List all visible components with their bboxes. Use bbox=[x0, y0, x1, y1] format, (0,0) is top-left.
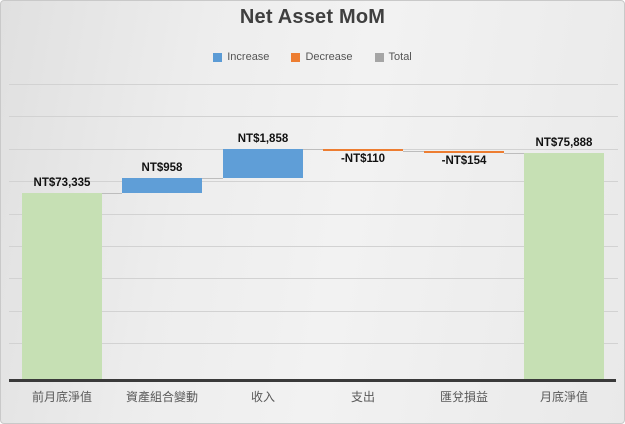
waterfall-connector-line bbox=[403, 150, 424, 152]
category-label: 資產組合變動 bbox=[125, 390, 199, 404]
x-axis-line bbox=[9, 379, 616, 382]
total-swatch-icon bbox=[374, 52, 384, 62]
category-label: 匯兌損益 bbox=[439, 390, 489, 404]
gridline bbox=[9, 116, 618, 118]
bar-value-label: -NT$110 bbox=[340, 153, 386, 166]
waterfall-connector-line bbox=[303, 149, 323, 151]
bar-total[interactable] bbox=[22, 193, 102, 381]
waterfall-connector-line bbox=[202, 178, 223, 180]
legend-item-total[interactable]: Total bbox=[374, 51, 412, 63]
bar-total[interactable] bbox=[524, 153, 604, 381]
gridline bbox=[9, 213, 618, 215]
gridline bbox=[9, 278, 618, 280]
legend-item-increase[interactable]: Increase bbox=[213, 51, 269, 63]
chart-title: Net Asset MoM bbox=[239, 6, 386, 28]
gridline bbox=[9, 246, 618, 247]
legend-label-increase: Increase bbox=[227, 51, 270, 63]
gridline bbox=[9, 181, 618, 183]
bar-decrease[interactable] bbox=[424, 150, 504, 154]
bar-value-label: NT$958 bbox=[141, 162, 183, 175]
waterfall-connector-line bbox=[102, 193, 122, 195]
decrease-swatch-icon bbox=[291, 52, 301, 62]
bar-value-label: NT$73,335 bbox=[33, 177, 91, 190]
category-label: 月底淨值 bbox=[539, 390, 589, 404]
gridline bbox=[9, 343, 618, 345]
bar-value-label: NT$1,858 bbox=[237, 133, 289, 146]
bar-increase[interactable] bbox=[223, 149, 303, 179]
bar-decrease[interactable] bbox=[323, 149, 403, 152]
category-label: 收入 bbox=[250, 390, 276, 404]
legend-item-decrease[interactable]: Decrease bbox=[291, 51, 353, 63]
gridline bbox=[9, 310, 618, 312]
increase-swatch-icon bbox=[213, 52, 223, 62]
bar-increase[interactable] bbox=[122, 178, 202, 194]
legend-label-total: Total bbox=[388, 51, 412, 63]
bar-value-label: NT$75,888 bbox=[535, 137, 593, 150]
legend-label-decrease: Decrease bbox=[305, 51, 353, 63]
gridline bbox=[9, 84, 618, 85]
waterfall-connector-line bbox=[504, 153, 524, 155]
bar-value-label: -NT$154 bbox=[441, 155, 487, 168]
category-label: 前月底淨值 bbox=[31, 390, 93, 404]
category-label: 支出 bbox=[350, 390, 376, 404]
chart-legend: Increase Decrease Total bbox=[1, 51, 624, 63]
